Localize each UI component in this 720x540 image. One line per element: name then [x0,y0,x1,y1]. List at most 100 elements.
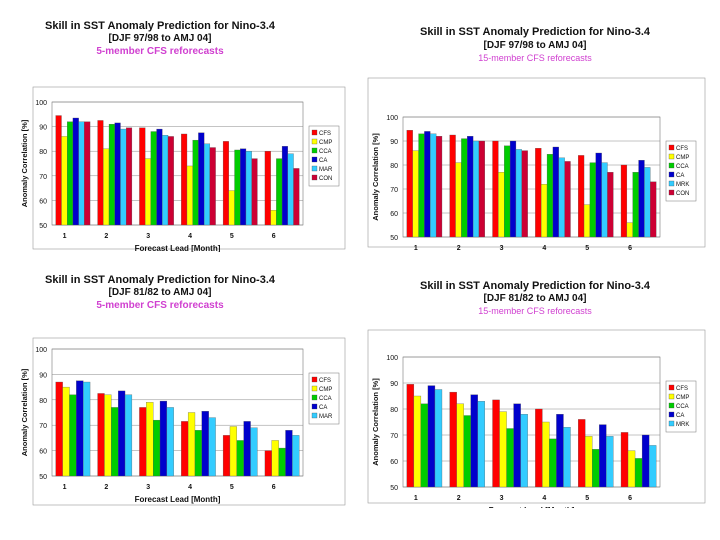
bar-cca-lead-2 [108,123,115,226]
bar-cfs-lead-2 [97,393,105,477]
legend-label: CCA [319,149,332,155]
bar-cmp-lead-2 [103,148,110,226]
bar-con-lead-1 [435,136,443,238]
x-axis-label: Forecast Lead [Month] [489,506,575,508]
y-tick-label: 90 [39,372,47,379]
legend-swatch [311,412,318,419]
bar-cfs-lead-5 [578,155,585,238]
chart-title: Skill in SST Anomaly Prediction for Nino… [419,26,651,38]
bar-mrk-lead-6 [648,445,657,488]
bar-mrk-lead-6 [644,167,651,238]
bar-cmp-lead-2 [455,162,462,238]
y-tick-label: 50 [39,223,47,230]
bar-cmp-lead-1 [412,150,419,238]
bar-cmp-lead-4 [541,184,548,238]
chart-panel-bottom-left: Skill in SST Anomaly Prediction for Nino… [0,268,355,508]
legend-label: MAR [319,414,333,420]
bar-cmp-lead-2 [104,394,112,477]
y-tick-label: 80 [39,398,47,405]
chart-subtitle: [DJF 97/98 to AMJ 04] [108,33,212,44]
bar-mrk-lead-4 [563,427,571,488]
chart-title: Skill in SST Anomaly Prediction for Nino… [419,280,651,292]
bar-mar-lead-5 [250,427,258,477]
y-tick-label: 90 [390,139,398,146]
bar-ca-lead-1 [427,385,436,488]
chart-subtitle: [DJF 81/82 to AMJ 04] [108,287,212,298]
bar-cmp-lead-1 [413,395,422,488]
x-tick-label: 2 [457,245,461,252]
x-tick-label: 6 [628,495,632,502]
y-tick-label: 90 [390,381,398,388]
bar-cmp-lead-4 [542,421,550,488]
x-tick-label: 6 [628,245,632,252]
bar-cmp-lead-6 [270,210,277,226]
y-tick-label: 70 [390,187,398,194]
bar-mrk-lead-1 [434,389,443,488]
legend-label: CFS [319,131,331,137]
bar-cca-lead-5 [592,449,600,488]
bar-cmp-lead-6 [627,450,636,488]
legend-swatch [668,393,675,400]
bar-ca-lead-3 [156,128,163,226]
bar-cmp-lead-3 [146,402,154,477]
legend-swatch [311,376,318,383]
legend-swatch [668,162,675,169]
bar-ca-lead-6 [641,434,650,488]
bar-ca-lead-1 [76,380,84,477]
chart-note: 15-member CFS reforecasts [478,306,592,316]
bar-mar-lead-3 [166,407,174,477]
x-tick-label: 5 [230,484,234,491]
chart-note: 15-member CFS reforecasts [478,53,592,63]
bar-con-lead-6 [650,181,657,238]
legend-label: CCA [676,404,689,410]
chart-note: 5-member CFS reforecasts [96,300,224,311]
bar-cca-lead-4 [194,430,202,477]
bar-mrk-lead-2 [477,401,485,488]
legend-swatch [668,384,675,391]
bar-cfs-lead-2 [97,120,104,226]
bar-mrk-lead-1 [430,133,437,238]
chart-frame [32,337,346,506]
bar-mrk-lead-3 [520,414,528,488]
x-axis-label: Forecast Lead [Month] [135,244,221,252]
x-tick-label: 4 [188,484,192,491]
legend-label: MRK [676,182,689,188]
x-tick-label: 3 [146,484,150,491]
legend-label: CMP [676,155,689,161]
bar-cfs-lead-2 [449,134,456,238]
legend-label: CON [319,176,332,182]
bar-mar-lead-4 [208,417,216,477]
chart-title: Skill in SST Anomaly Prediction for Nino… [44,20,276,32]
y-tick-label: 100 [35,347,47,354]
plot-area [402,356,661,488]
chart-note: 5-member CFS reforecasts [96,46,224,57]
bar-cca-lead-2 [111,407,119,477]
bar-ca-lead-4 [556,414,564,488]
bar-ca-lead-6 [285,430,293,477]
legend-label: CCA [676,164,689,170]
x-tick-label: 2 [104,484,108,491]
bar-cfs-lead-4 [535,408,543,488]
x-tick-label: 5 [230,233,234,240]
bar-cmp-lead-1 [62,386,70,477]
bar-cca-lead-5 [234,149,241,226]
plot-area [51,348,304,477]
y-axis-label: Anomaly Correlation [%] [20,368,29,456]
chart-panel-bottom-right: Skill in SST Anomaly Prediction for Nino… [360,268,715,508]
chart-frame [367,329,706,504]
x-tick-label: 2 [457,495,461,502]
bar-mar-lead-2 [120,128,127,226]
legend-swatch [311,403,318,410]
y-tick-label: 60 [39,198,47,205]
bar-con-lead-1 [84,121,91,226]
legend-swatch [668,171,675,178]
chart-frame [367,77,706,248]
bar-mar-lead-2 [124,394,133,477]
bar-cmp-lead-5 [228,190,235,226]
x-tick-label: 6 [272,484,276,491]
bar-cmp-lead-1 [61,136,68,226]
y-tick-label: 100 [386,355,398,362]
